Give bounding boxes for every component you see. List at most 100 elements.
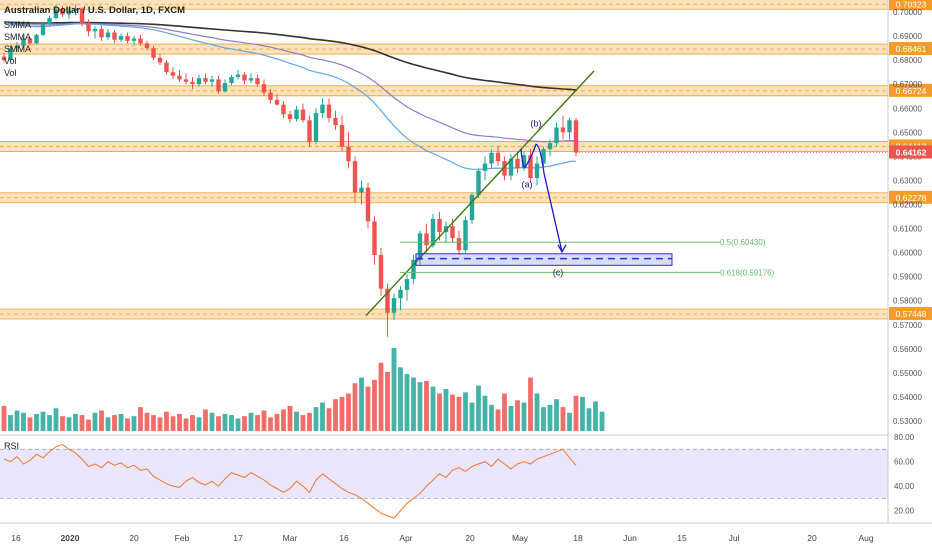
volume-bar-22 — [144, 412, 150, 431]
candle-body-43 — [281, 104, 286, 115]
time-tick-0: 16 — [11, 533, 21, 543]
price-tick-3: 0.56000 — [893, 345, 922, 354]
smma-line-2 — [3, 22, 577, 170]
volume-bar-28 — [183, 418, 189, 431]
volume-bar-4 — [27, 417, 33, 431]
volume-bar-35 — [229, 415, 234, 431]
price-tick-13: 0.66000 — [893, 104, 922, 113]
candle-body-3 — [21, 38, 26, 46]
candle-body-17 — [112, 32, 117, 40]
candle-body-13 — [86, 22, 91, 32]
volume-bar-11 — [73, 413, 78, 431]
volume-bar-0 — [1, 405, 7, 431]
candle-body-18 — [118, 36, 124, 40]
time-tick-13: Jul — [729, 533, 740, 543]
current-price-label: 0.64162 — [896, 147, 927, 157]
volume-bar-26 — [170, 416, 176, 431]
legend-vol-1[interactable]: Vol — [4, 56, 17, 66]
candle-body-74 — [482, 163, 488, 171]
candle-body-44 — [287, 114, 293, 120]
candle-body-8 — [53, 9, 59, 19]
volume-bar-63 — [411, 377, 416, 431]
volume-bar-82 — [534, 393, 540, 431]
smma-line-1 — [3, 22, 577, 143]
legend-smma-3[interactable]: SMMA — [4, 44, 31, 54]
volume-bar-2 — [14, 410, 20, 431]
volume-bar-43 — [281, 409, 286, 431]
volume-bar-81 — [528, 377, 533, 431]
candle-body-77 — [502, 161, 507, 176]
time-axis[interactable]: 16 2020 20 Feb 17 Mar 16 Apr 20 May 18 Jun 15 Jul 20 Au… — [0, 522, 932, 543]
volume-bar-74 — [482, 395, 488, 431]
volume-bar-88 — [573, 395, 579, 431]
price-axis[interactable]: 0.703230.684610.667240.644130.622780.574… — [887, 0, 932, 550]
candle-body-24 — [157, 57, 163, 63]
volume-bar-19 — [125, 418, 130, 431]
price-tick-2: 0.55000 — [893, 369, 922, 378]
volume-bar-62 — [404, 374, 410, 431]
candle-body-45 — [294, 109, 299, 120]
candle-body-12 — [79, 8, 85, 23]
volume-bar-86 — [560, 407, 566, 431]
volume-bar-66 — [430, 386, 436, 431]
rsi-line — [3, 443, 577, 519]
rsi-tick-2: 60.00 — [894, 458, 915, 467]
wave-label-b: (b) — [531, 118, 542, 128]
candle-body-62 — [404, 279, 410, 290]
price-tick-9: 0.62000 — [893, 200, 922, 209]
volume-bar-79 — [515, 400, 520, 431]
price-tick-5: 0.58000 — [893, 297, 922, 306]
rsi-band — [0, 449, 888, 499]
candle-body-20 — [131, 38, 137, 41]
time-tick-3: Feb — [175, 533, 190, 543]
level-tag-label-0: 0.70323 — [896, 0, 927, 9]
volume-bar-75 — [489, 404, 494, 431]
candle-body-5 — [34, 34, 39, 44]
volume-bar-37 — [242, 416, 247, 431]
volume-bar-92 — [599, 411, 605, 431]
candle-body-85 — [554, 127, 559, 144]
volume-bar-40 — [261, 410, 267, 431]
time-tick-14: 20 — [807, 533, 817, 543]
candle-body-37 — [242, 74, 247, 81]
smma-lines — [3, 21, 577, 170]
volume-bar-34 — [222, 413, 228, 431]
volume-bar-49 — [320, 402, 325, 431]
legend-vol-2[interactable]: Vol — [4, 68, 17, 78]
volume-bar-9 — [60, 416, 65, 431]
volume-bar-60 — [391, 348, 397, 431]
candle-body-79 — [515, 158, 520, 169]
candle-body-87 — [567, 120, 572, 133]
time-tick-12: 15 — [677, 533, 687, 543]
candle-body-76 — [495, 152, 501, 162]
legend-smma-2[interactable]: SMMA — [4, 32, 31, 42]
volume-bar-45 — [294, 411, 299, 431]
volume-bar-25 — [164, 411, 169, 431]
volume-bar-59 — [385, 371, 390, 431]
time-tick-10: 18 — [573, 533, 583, 543]
candle-body-15 — [99, 28, 104, 38]
time-tick-6: 16 — [339, 533, 349, 543]
time-tick-7: Apr — [399, 533, 412, 543]
candle-body-11 — [73, 8, 78, 11]
volume-bar-31 — [203, 409, 208, 431]
candle-body-78 — [508, 158, 514, 176]
volume-bar-23 — [151, 415, 156, 431]
candle-body-60 — [391, 298, 397, 313]
candle-body-69 — [450, 226, 455, 239]
volume-bar-27 — [177, 413, 182, 431]
volume-bar-91 — [593, 401, 598, 431]
volume-bar-7 — [47, 415, 52, 431]
legend-smma-1[interactable]: SMMA — [4, 20, 31, 30]
rsi-tick-0: 20.00 — [894, 507, 915, 516]
level-tag-1 — [889, 42, 932, 56]
volume-bar-30 — [196, 417, 202, 431]
level-tag-5 — [889, 306, 932, 320]
volume-bar-1 — [8, 415, 13, 431]
volume-bar-10 — [66, 417, 72, 431]
volume-bar-89 — [580, 396, 585, 431]
price-tick-16: 0.69000 — [893, 32, 922, 41]
smma-line-0 — [3, 21, 577, 91]
volume-bar-47 — [307, 412, 312, 431]
